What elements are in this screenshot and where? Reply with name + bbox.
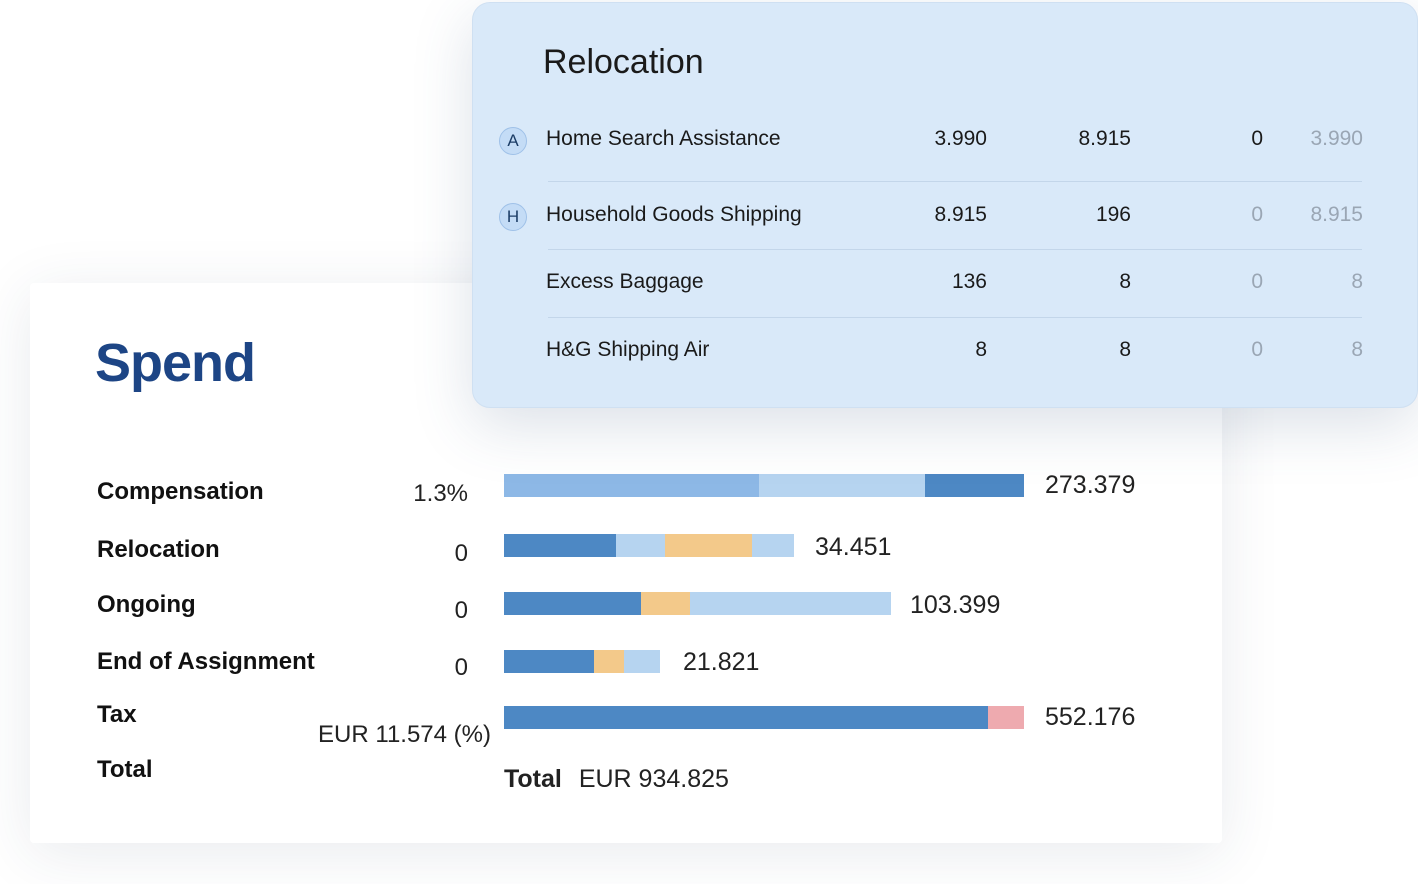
row-divider [548, 317, 1362, 318]
row-col-1: 8.915 [934, 203, 987, 226]
row-col-4: 3.990 [1310, 127, 1363, 150]
bar-segment [664, 534, 752, 557]
bar-segment [925, 474, 1024, 497]
row-label-relocation: Relocation [97, 536, 220, 563]
bar-segment [689, 592, 891, 615]
row-label-ongoing: Ongoing [97, 591, 196, 618]
row-label-total: Total [97, 756, 153, 783]
relocation-title: Relocation [543, 43, 704, 81]
bar-segment [751, 534, 794, 557]
row-pct-ongoing: 0 [454, 597, 468, 624]
row-col-2: 8 [1119, 338, 1131, 361]
relocation-panel: Relocation A Home Search Assistance 3.99… [472, 2, 1418, 408]
row-pct-compensation: 1.3% [413, 480, 468, 507]
bar-relocation[interactable] [504, 534, 794, 557]
row-pct-end-of-assignment: 0 [454, 654, 468, 681]
row-col-4: 8.915 [1310, 203, 1363, 226]
total-line-label: Total [504, 765, 562, 793]
row-label-tax: Tax [97, 701, 137, 728]
row-col-4: 8 [1351, 270, 1363, 293]
relocation-row[interactable]: H&G Shipping Air 8 8 0 8 [473, 334, 1417, 374]
bar-segment [987, 706, 1024, 729]
bar-segment [504, 592, 642, 615]
total-line: Total EUR 934.825 [504, 765, 729, 794]
row-pct-tax: EUR 11.574 (%) [318, 721, 491, 748]
row-name: Home Search Assistance [546, 127, 781, 150]
bar-compensation[interactable] [504, 474, 1024, 497]
bar-tax[interactable] [504, 706, 1024, 729]
row-col-1: 136 [951, 270, 987, 293]
bar-ongoing[interactable] [504, 592, 891, 615]
relocation-row[interactable]: Excess Baggage 136 8 0 8 [473, 266, 1417, 306]
bar-segment [641, 592, 690, 615]
bar-segment [504, 534, 616, 557]
bar-end-of-assignment[interactable] [504, 650, 660, 673]
row-name: Excess Baggage [546, 270, 704, 293]
row-name: Household Goods Shipping [546, 203, 802, 226]
row-divider [548, 181, 1362, 182]
bar-segment [504, 706, 988, 729]
bar-value-end-of-assignment: 21.821 [683, 648, 760, 676]
row-badge: H [499, 203, 527, 231]
row-label-end-of-assignment: End of Assignment [97, 648, 315, 675]
row-label-compensation: Compensation [97, 478, 264, 505]
row-col-2: 8 [1119, 270, 1131, 293]
total-line-value: EUR 934.825 [578, 765, 729, 793]
bar-value-tax: 552.176 [1045, 703, 1136, 731]
row-col-2: 8.915 [1078, 127, 1131, 150]
row-pct-relocation: 0 [454, 540, 468, 567]
row-badge: A [499, 127, 527, 155]
row-col-4: 8 [1351, 338, 1363, 361]
row-col-1: 8 [975, 338, 987, 361]
bar-segment [758, 474, 926, 497]
spend-title: Spend [95, 333, 256, 393]
relocation-row[interactable]: H Household Goods Shipping 8.915 196 0 8… [473, 199, 1417, 239]
bar-segment [504, 650, 595, 673]
bar-value-compensation: 273.379 [1045, 471, 1136, 499]
row-col-1: 3.990 [934, 127, 987, 150]
bar-value-relocation: 34.451 [815, 533, 892, 561]
bar-value-ongoing: 103.399 [910, 591, 1001, 619]
row-col-3: 0 [1251, 127, 1263, 150]
bar-segment [504, 474, 759, 497]
relocation-row[interactable]: A Home Search Assistance 3.990 8.915 0 3… [473, 123, 1417, 163]
bar-segment [615, 534, 665, 557]
row-col-2: 196 [1095, 203, 1131, 226]
row-name: H&G Shipping Air [546, 338, 710, 361]
row-col-3: 0 [1251, 203, 1263, 226]
row-col-3: 0 [1251, 270, 1263, 293]
bar-segment [594, 650, 625, 673]
bar-segment [624, 650, 660, 673]
row-col-3: 0 [1251, 338, 1263, 361]
row-divider [548, 249, 1362, 250]
